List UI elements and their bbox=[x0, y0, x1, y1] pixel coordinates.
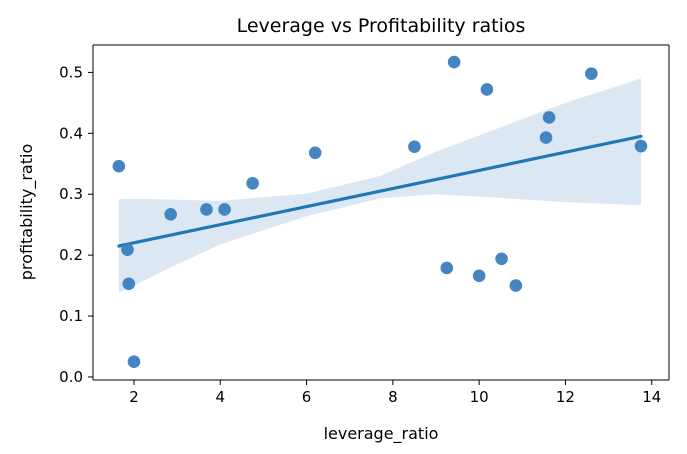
chart-title: Leverage vs Profitability ratios bbox=[237, 15, 526, 37]
data-point bbox=[447, 55, 461, 69]
x-tick-label: 2 bbox=[129, 388, 139, 406]
data-point bbox=[121, 243, 134, 256]
confidence-band bbox=[118, 78, 641, 293]
y-tick-label: 0.5 bbox=[59, 63, 83, 81]
data-point bbox=[480, 83, 494, 96]
data-point bbox=[472, 269, 486, 283]
y-tick-label: 0.1 bbox=[59, 307, 83, 325]
data-point bbox=[585, 67, 598, 80]
x-axis-label: leverage_ratio bbox=[324, 424, 439, 444]
data-point bbox=[112, 159, 126, 173]
regression-line-layer bbox=[117, 134, 643, 248]
data-point bbox=[539, 131, 553, 144]
data-points-layer bbox=[112, 55, 648, 369]
y-tick-label: 0.2 bbox=[59, 246, 83, 264]
data-point bbox=[509, 279, 523, 292]
y-tick-label: 0.0 bbox=[59, 368, 83, 386]
x-tick-label: 8 bbox=[388, 388, 398, 406]
data-point bbox=[440, 261, 454, 275]
y-tick-label: 0.4 bbox=[59, 124, 83, 142]
x-tick-label: 6 bbox=[302, 388, 312, 406]
x-tick-label: 12 bbox=[556, 388, 575, 406]
x-tick-label: 4 bbox=[216, 388, 226, 406]
data-point bbox=[164, 208, 177, 221]
y-tick-label: 0.3 bbox=[59, 185, 83, 203]
x-tick-label: 14 bbox=[642, 388, 661, 406]
data-point bbox=[408, 140, 421, 154]
data-point bbox=[218, 203, 231, 216]
data-point bbox=[200, 203, 213, 216]
x-axis-ticks: 2 4 6 8 10 12 14 bbox=[129, 380, 661, 406]
data-point bbox=[308, 146, 322, 160]
y-axis-label: profitability_ratio bbox=[17, 144, 37, 280]
data-point bbox=[495, 252, 508, 266]
data-point bbox=[634, 139, 648, 153]
data-point bbox=[122, 277, 136, 291]
data-point bbox=[127, 355, 141, 369]
y-axis-ticks: 0.0 0.1 0.2 0.3 0.4 0.5 bbox=[59, 63, 93, 386]
axes-frame bbox=[92, 44, 670, 381]
data-point bbox=[542, 111, 556, 124]
regression-line bbox=[117, 134, 643, 248]
data-point bbox=[246, 176, 259, 190]
confidence-band-layer bbox=[118, 78, 641, 293]
x-tick-label: 10 bbox=[470, 388, 489, 406]
